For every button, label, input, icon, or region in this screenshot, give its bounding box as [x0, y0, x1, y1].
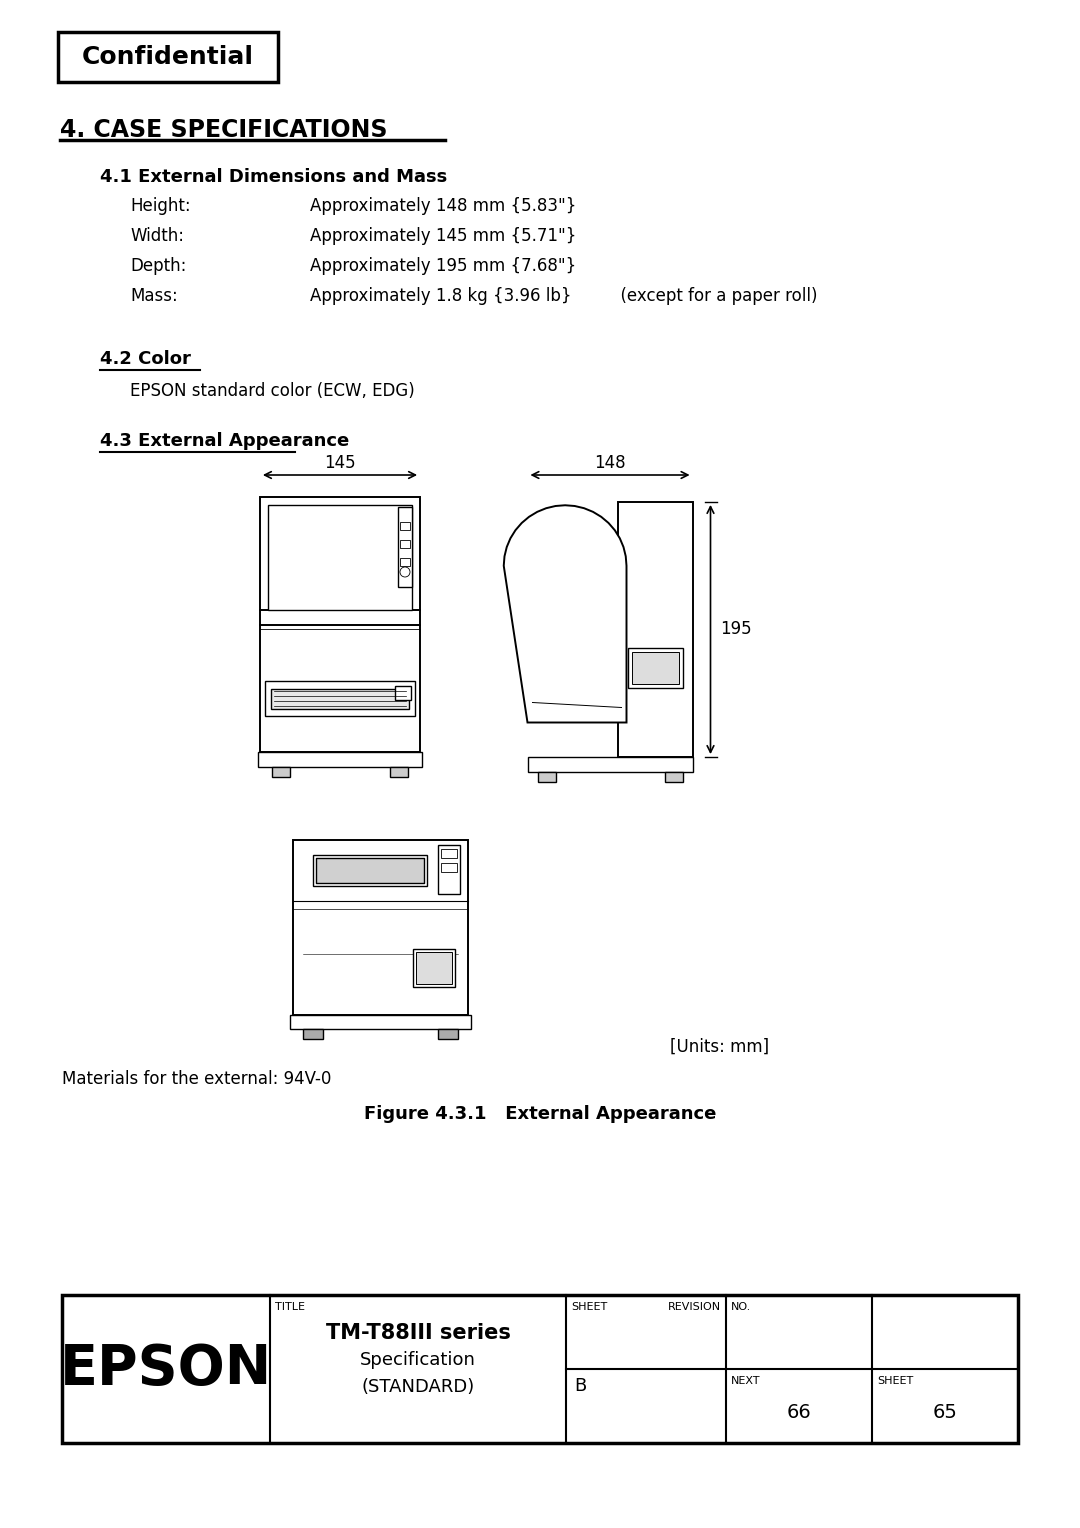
- Bar: [538, 772, 555, 782]
- Bar: [313, 854, 428, 886]
- Bar: [629, 648, 683, 688]
- Text: 145: 145: [324, 454, 355, 472]
- Text: Approximately 1.8 kg {3.96 lb}: Approximately 1.8 kg {3.96 lb}: [310, 287, 571, 306]
- Bar: [400, 523, 410, 530]
- Text: 4.3 External Appearance: 4.3 External Appearance: [100, 432, 349, 451]
- Text: [Units: mm]: [Units: mm]: [670, 1038, 769, 1056]
- Bar: [413, 949, 455, 987]
- Text: Height:: Height:: [130, 197, 191, 215]
- Bar: [272, 767, 291, 778]
- Text: 148: 148: [594, 454, 625, 472]
- Bar: [315, 857, 424, 883]
- Bar: [260, 497, 420, 752]
- Bar: [437, 1028, 458, 1039]
- Bar: [58, 32, 278, 83]
- Text: Mass:: Mass:: [130, 287, 178, 306]
- Text: TM-T88III series: TM-T88III series: [325, 1323, 511, 1343]
- Bar: [527, 756, 692, 772]
- Text: NEXT: NEXT: [731, 1377, 760, 1386]
- Bar: [416, 952, 451, 984]
- Bar: [632, 652, 678, 685]
- Bar: [400, 539, 410, 549]
- Text: REVISION: REVISION: [667, 1302, 721, 1313]
- Text: 65: 65: [932, 1403, 958, 1421]
- Bar: [441, 863, 457, 872]
- Text: Width:: Width:: [130, 228, 184, 244]
- Text: (except for a paper roll): (except for a paper roll): [610, 287, 818, 306]
- Bar: [271, 689, 409, 709]
- Text: 66: 66: [786, 1403, 811, 1421]
- Text: TITLE: TITLE: [275, 1302, 305, 1313]
- Text: Materials for the external: 94V-0: Materials for the external: 94V-0: [62, 1070, 332, 1088]
- Text: 4. CASE SPECIFICATIONS: 4. CASE SPECIFICATIONS: [60, 118, 388, 142]
- Text: NO.: NO.: [731, 1302, 752, 1313]
- Bar: [268, 504, 411, 610]
- Text: 4.1 External Dimensions and Mass: 4.1 External Dimensions and Mass: [100, 168, 447, 186]
- Text: Approximately 195 mm {7.68"}: Approximately 195 mm {7.68"}: [310, 257, 577, 275]
- Polygon shape: [503, 506, 626, 723]
- Circle shape: [400, 567, 410, 578]
- Bar: [664, 772, 683, 782]
- Bar: [293, 840, 468, 1015]
- Bar: [62, 1296, 1018, 1442]
- Text: Approximately 145 mm {5.71"}: Approximately 145 mm {5.71"}: [310, 228, 577, 244]
- Text: 195: 195: [720, 620, 752, 639]
- Text: (STANDARD): (STANDARD): [362, 1378, 474, 1397]
- Text: EPSON: EPSON: [59, 1342, 272, 1397]
- Bar: [390, 767, 408, 778]
- Bar: [265, 680, 415, 715]
- Text: Figure 4.3.1   External Appearance: Figure 4.3.1 External Appearance: [364, 1105, 716, 1123]
- Text: 4.2 Color: 4.2 Color: [100, 350, 191, 368]
- Text: SHEET: SHEET: [571, 1302, 607, 1313]
- Bar: [441, 850, 457, 859]
- Bar: [395, 686, 411, 700]
- Text: B: B: [573, 1377, 586, 1395]
- Bar: [437, 845, 459, 894]
- Bar: [618, 503, 692, 756]
- Bar: [289, 1015, 471, 1028]
- Text: Depth:: Depth:: [130, 257, 187, 275]
- Bar: [302, 1028, 323, 1039]
- Bar: [399, 507, 411, 587]
- Text: Approximately 148 mm {5.83"}: Approximately 148 mm {5.83"}: [310, 197, 577, 215]
- Text: EPSON standard color (ECW, EDG): EPSON standard color (ECW, EDG): [130, 382, 415, 400]
- Bar: [258, 752, 422, 767]
- Text: Confidential: Confidential: [82, 44, 254, 69]
- Text: Specification: Specification: [360, 1351, 476, 1369]
- Text: SHEET: SHEET: [877, 1377, 914, 1386]
- Bar: [400, 558, 410, 565]
